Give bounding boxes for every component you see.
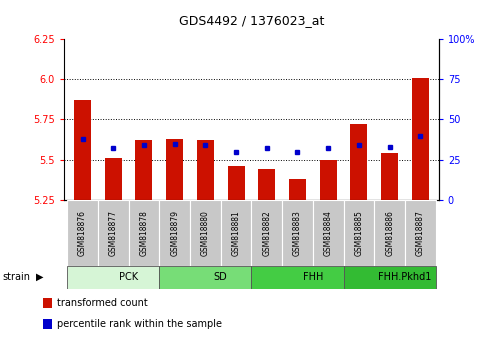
Text: SD: SD xyxy=(214,272,228,282)
Text: GSM818882: GSM818882 xyxy=(262,210,271,256)
Bar xyxy=(412,78,429,200)
Text: ▶: ▶ xyxy=(36,272,43,282)
Bar xyxy=(67,266,159,289)
Bar xyxy=(159,266,251,289)
Bar xyxy=(98,200,129,266)
Bar xyxy=(129,200,159,266)
Text: GSM818884: GSM818884 xyxy=(324,210,333,256)
Bar xyxy=(374,200,405,266)
Text: GSM818879: GSM818879 xyxy=(170,210,179,256)
Text: strain: strain xyxy=(2,272,31,282)
Text: GSM818886: GSM818886 xyxy=(385,210,394,256)
Bar xyxy=(320,160,337,200)
Bar xyxy=(166,139,183,200)
Bar xyxy=(251,266,344,289)
Bar xyxy=(289,179,306,200)
Text: FHH: FHH xyxy=(303,272,323,282)
Bar xyxy=(381,153,398,200)
Text: GSM818878: GSM818878 xyxy=(140,210,148,256)
Text: GDS4492 / 1376023_at: GDS4492 / 1376023_at xyxy=(179,13,324,27)
Bar xyxy=(344,200,374,266)
Text: GSM818883: GSM818883 xyxy=(293,210,302,256)
Bar xyxy=(67,200,98,266)
Bar xyxy=(43,298,52,308)
Bar xyxy=(251,200,282,266)
Bar xyxy=(228,166,245,200)
Bar xyxy=(159,200,190,266)
Text: GSM818885: GSM818885 xyxy=(354,210,363,256)
Bar xyxy=(43,319,52,329)
Text: GSM818880: GSM818880 xyxy=(201,210,210,256)
Text: GSM818877: GSM818877 xyxy=(109,210,118,256)
Text: GSM818887: GSM818887 xyxy=(416,210,425,256)
Bar xyxy=(282,200,313,266)
Bar xyxy=(136,141,152,200)
Bar xyxy=(190,200,221,266)
Text: PCK: PCK xyxy=(119,272,138,282)
Text: GSM818881: GSM818881 xyxy=(232,210,241,256)
Bar xyxy=(74,100,91,200)
Bar xyxy=(105,158,122,200)
Bar xyxy=(258,170,275,200)
Text: percentile rank within the sample: percentile rank within the sample xyxy=(57,319,222,329)
Text: FHH.Pkhd1: FHH.Pkhd1 xyxy=(378,272,432,282)
Bar xyxy=(313,200,344,266)
Text: GSM818876: GSM818876 xyxy=(78,210,87,256)
Text: transformed count: transformed count xyxy=(57,298,148,308)
Bar xyxy=(344,266,436,289)
Bar xyxy=(221,200,251,266)
Bar xyxy=(197,141,214,200)
Bar xyxy=(351,124,367,200)
Bar xyxy=(405,200,436,266)
